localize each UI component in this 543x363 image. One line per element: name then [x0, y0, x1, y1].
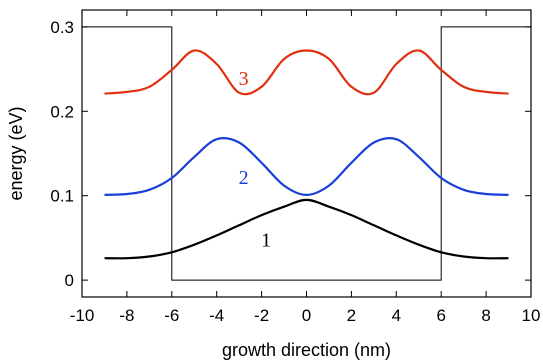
x-tick-label: -4: [209, 306, 224, 325]
y-axis-title: energy (eV): [6, 106, 26, 200]
y-tick-label: 0.2: [50, 102, 74, 121]
curve-label-2: 2: [239, 167, 249, 189]
x-tick-label: 8: [481, 306, 490, 325]
potential-well-line: [82, 26, 531, 281]
x-tick-label: 0: [302, 306, 311, 325]
x-tick-label: 2: [347, 306, 356, 325]
tick-layer: -10 -8 -6 -4 -2 0 2 4 6 8 10 0 0.1 0.2 0.3: [50, 10, 540, 325]
x-tick-label: 4: [392, 306, 401, 325]
x-tick-label: 6: [436, 306, 445, 325]
y-tick-label: 0.3: [50, 18, 74, 37]
curve-labels-layer: 1 2 3: [239, 68, 271, 251]
series-line-1: [104, 198, 509, 260]
series-layer: [104, 49, 509, 260]
series-line-2: [104, 137, 509, 197]
x-axis-title: growth direction (nm): [222, 340, 391, 360]
series-line-3: [104, 49, 509, 96]
x-tick-label: -10: [70, 306, 95, 325]
y-tick-label: 0: [65, 271, 74, 290]
x-tick-label: 10: [522, 306, 541, 325]
potential-well-layer: [82, 26, 531, 281]
curve-label-3: 3: [239, 68, 249, 90]
x-tick-label: -6: [164, 306, 179, 325]
curve-label-1: 1: [261, 229, 271, 251]
x-tick-label: -8: [119, 306, 134, 325]
y-tick-label: 0.1: [50, 187, 74, 206]
plot-frame: [81, 9, 532, 298]
x-tick-label: -2: [254, 306, 269, 325]
